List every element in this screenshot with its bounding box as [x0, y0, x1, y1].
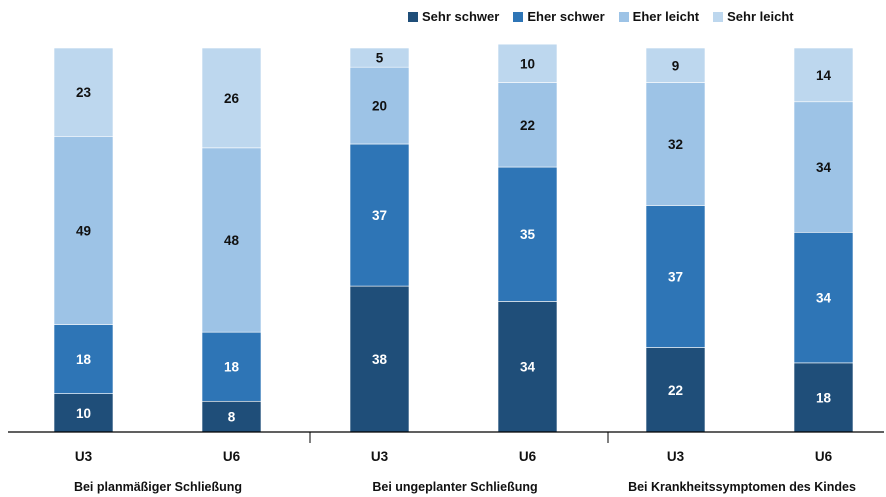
data-label: 18	[224, 360, 240, 375]
bar-segment	[645, 347, 706, 433]
data-label: 5	[376, 51, 384, 66]
data-label: 18	[816, 390, 832, 405]
bar-segment	[793, 362, 854, 433]
legend-swatch	[513, 11, 524, 22]
bar-segment	[201, 47, 262, 149]
group-label: Bei ungeplanter Schließung	[372, 480, 537, 494]
group-label: Bei Krankheitssymptomen des Kindes	[628, 480, 856, 494]
bar-segment	[645, 47, 706, 83]
data-label: 37	[668, 269, 683, 284]
legend-item-eher-schwer: Eher schwer	[513, 9, 605, 24]
legend-swatch	[713, 11, 724, 22]
data-label: 32	[668, 137, 683, 152]
data-label: 35	[520, 227, 536, 242]
bar-segment	[793, 47, 854, 103]
bar-segment	[645, 205, 706, 348]
x-tick-label: U6	[519, 449, 537, 464]
data-label: 37	[372, 208, 387, 223]
data-label: 18	[76, 352, 92, 367]
data-label: 20	[372, 99, 387, 114]
legend-label: Eher schwer	[527, 9, 605, 24]
data-label: 26	[224, 91, 240, 106]
data-label: 34	[520, 360, 536, 375]
bar-segment	[497, 301, 558, 433]
bar-segment	[497, 43, 558, 83]
bar-segment	[497, 166, 558, 302]
x-tick-label: U3	[75, 449, 93, 464]
data-label: 22	[668, 383, 683, 398]
legend-label: Sehr schwer	[422, 9, 500, 24]
legend-swatch	[618, 11, 629, 22]
legend-item-eher-leicht: Eher leicht	[618, 9, 700, 24]
data-label: 8	[228, 410, 236, 425]
data-label: 23	[76, 85, 92, 100]
data-label: 48	[224, 233, 240, 248]
bar-segment	[645, 82, 706, 206]
bar-segment	[793, 101, 854, 233]
data-label: 22	[520, 118, 535, 133]
bar-segment	[349, 66, 410, 145]
legend-item-sehr-schwer: Sehr schwer	[408, 9, 499, 24]
bar-segment	[53, 324, 114, 394]
bar-segment	[53, 47, 114, 137]
legend-item-sehr-leicht: Sehr leicht	[713, 9, 794, 24]
legend: Sehr schwer Eher schwer Eher leicht Sehr…	[408, 9, 808, 24]
group-label: Bei planmäßiger Schließung	[74, 480, 242, 494]
bar-segment	[201, 400, 262, 433]
data-label: 49	[76, 223, 91, 238]
data-label: 9	[672, 58, 680, 73]
bar-segment	[201, 331, 262, 402]
data-label: 10	[520, 56, 535, 71]
legend-label: Sehr leicht	[727, 9, 794, 24]
bar-segment	[349, 143, 410, 287]
bar-segment	[349, 47, 410, 68]
data-label: 14	[816, 68, 832, 83]
x-tick-label: U6	[815, 449, 833, 464]
data-label: 10	[76, 406, 91, 421]
x-tick-label: U3	[371, 449, 389, 464]
data-label: 34	[816, 160, 832, 175]
x-tick-label: U3	[667, 449, 685, 464]
legend-label: Eher leicht	[632, 9, 700, 24]
bar-segment	[53, 393, 114, 433]
bar-segment	[53, 136, 114, 325]
legend-swatch	[408, 11, 418, 22]
x-tick-label: U6	[223, 449, 241, 464]
bar-segment	[793, 232, 854, 364]
data-label: 34	[816, 291, 832, 306]
data-label: 38	[372, 352, 388, 367]
